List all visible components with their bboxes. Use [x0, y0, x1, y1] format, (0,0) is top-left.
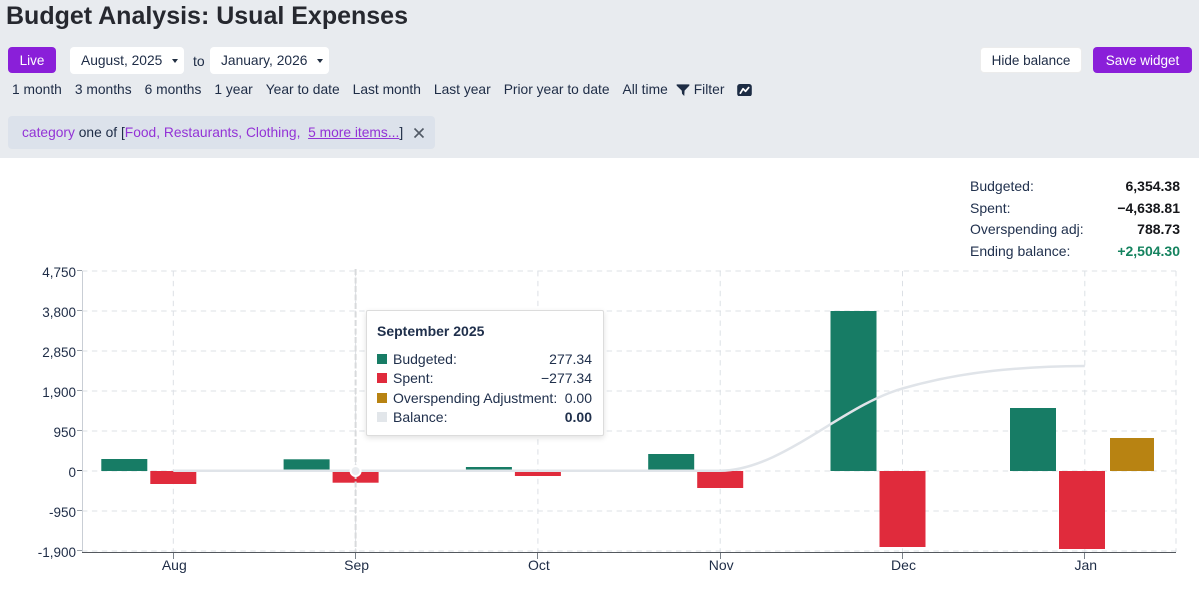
svg-text:0: 0	[68, 465, 76, 480]
svg-text:Sep: Sep	[344, 557, 369, 573]
svg-text:2,850: 2,850	[42, 345, 76, 360]
svg-text:Nov: Nov	[709, 557, 734, 573]
svg-text:Aug: Aug	[162, 557, 187, 573]
svg-text:-1,900: -1,900	[38, 545, 76, 560]
svg-text:-950: -950	[49, 505, 76, 520]
svg-text:Dec: Dec	[891, 557, 916, 573]
svg-text:950: 950	[53, 425, 76, 440]
svg-text:4,750: 4,750	[42, 265, 76, 280]
svg-text:3,800: 3,800	[42, 305, 76, 320]
svg-text:Jan: Jan	[1075, 557, 1098, 573]
svg-text:1,900: 1,900	[42, 385, 76, 400]
svg-text:Oct: Oct	[528, 557, 550, 573]
